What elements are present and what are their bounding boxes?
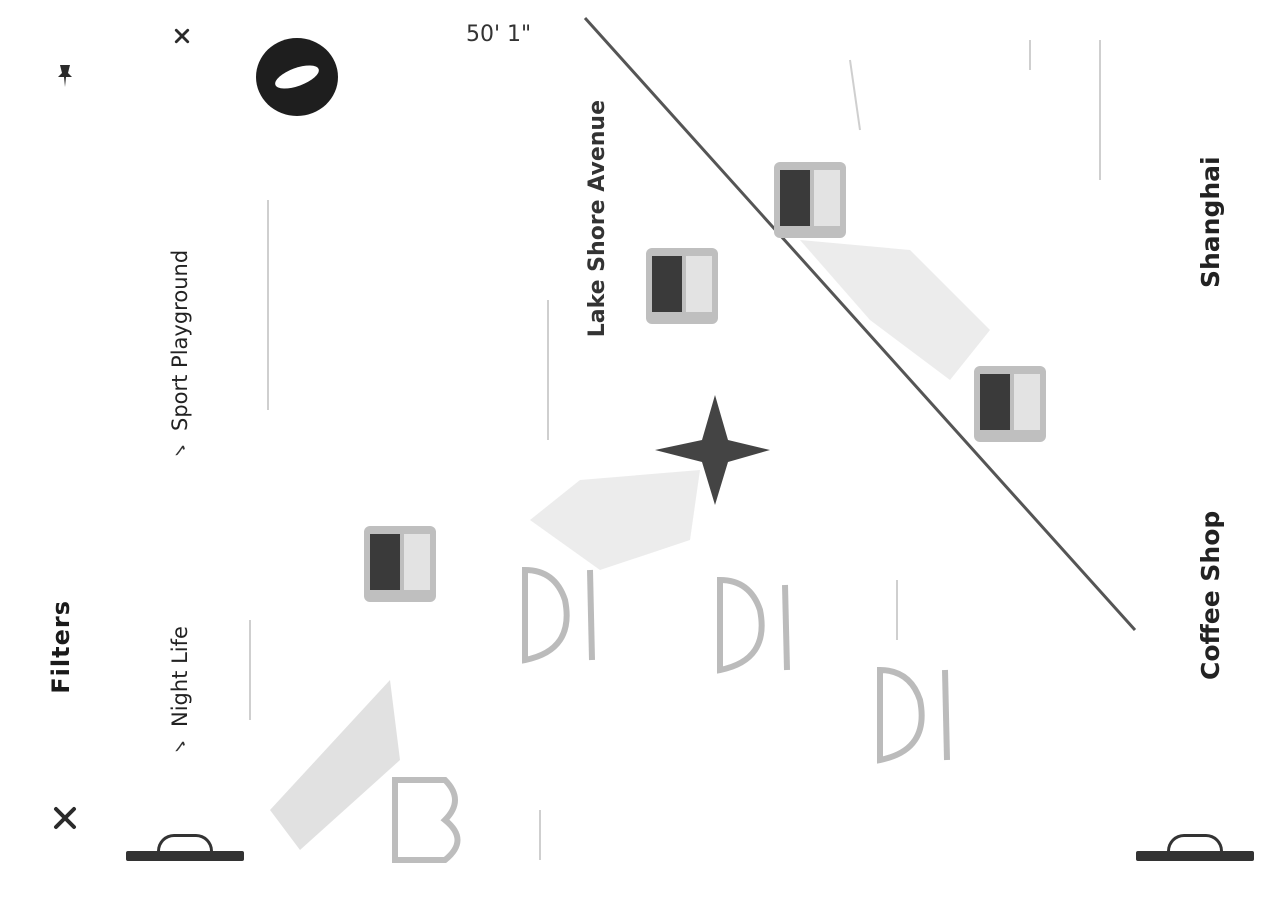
toggle-label: Night Life — [168, 626, 192, 727]
left-toolbar: Filters — [0, 0, 130, 897]
map-feature-lines — [249, 40, 1101, 860]
close-icon — [51, 804, 79, 836]
check-icon: ✓ — [169, 735, 191, 756]
place-label-coffee-shop[interactable]: Coffee Shop — [1196, 510, 1225, 680]
camera-icon[interactable] — [970, 362, 1050, 446]
brand-logo — [256, 38, 338, 116]
camera-icon[interactable] — [770, 158, 850, 242]
zone-area — [270, 680, 400, 850]
toggle-label: Sport Playground — [168, 249, 192, 431]
park-bench-icon — [1130, 834, 1260, 874]
close-filters-button[interactable] — [160, 20, 204, 56]
filters-label[interactable]: Filters — [47, 600, 75, 694]
building-mark — [392, 777, 461, 863]
filter-toggles: ✓ Night Life ✓ Sport Playground — [160, 20, 210, 760]
toggle-sport-playground[interactable]: ✓ Sport Playground — [160, 80, 200, 460]
star-icon[interactable] — [655, 395, 770, 505]
park-bench-icon — [120, 834, 250, 874]
toggle-night-life[interactable]: ✓ Night Life — [160, 466, 200, 756]
road-label: Lake Shore Avenue — [585, 100, 610, 338]
ramp-marks — [522, 566, 950, 764]
camera-icon[interactable] — [360, 522, 440, 606]
pin-icon — [51, 61, 79, 93]
close-button[interactable] — [40, 795, 90, 845]
place-label-shanghai[interactable]: Shanghai — [1196, 156, 1225, 288]
check-icon: ✓ — [169, 439, 191, 460]
road-line — [583, 16, 1137, 632]
close-icon — [172, 26, 192, 50]
pin-button[interactable] — [40, 52, 90, 102]
camera-icon[interactable] — [642, 244, 722, 328]
zone-area — [530, 470, 700, 570]
scale-readout: 50' 1" — [466, 22, 532, 47]
zone-area — [800, 240, 990, 380]
